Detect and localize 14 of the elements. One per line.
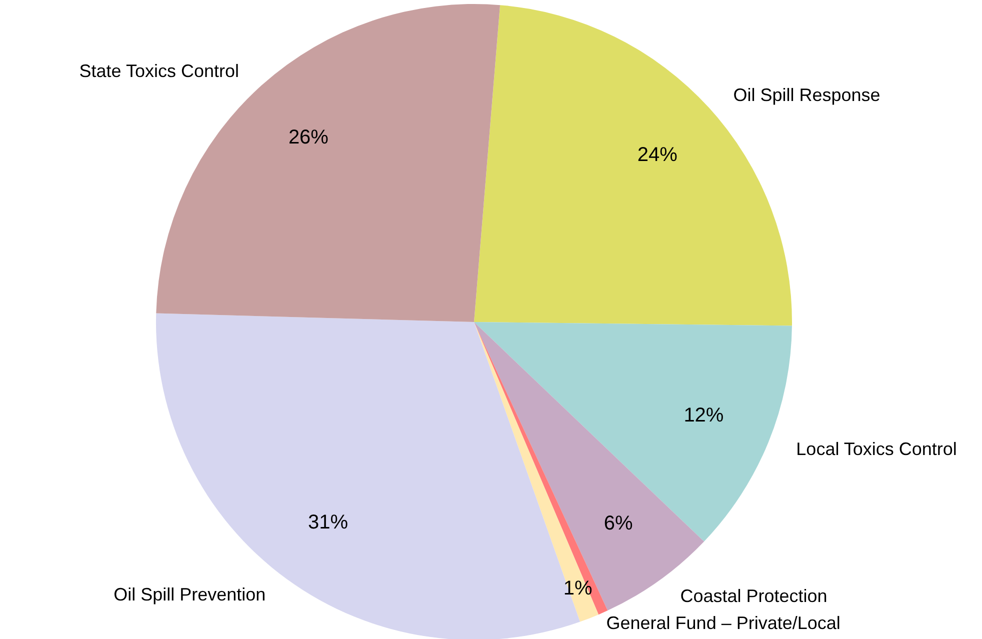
data-label: 6%: [604, 512, 634, 535]
slice-label: General Fund – Private/Local: [606, 613, 840, 633]
slice-label: Local Toxics Control: [796, 439, 957, 460]
data-label: 26%: [288, 126, 329, 148]
pie-slice: [474, 5, 792, 326]
slice-label: Oil Spill Prevention: [114, 584, 266, 605]
data-label: 31%: [308, 512, 348, 534]
slice-label: Oil Spill Response: [733, 85, 880, 106]
data-label: 1%: [563, 578, 592, 600]
slice-label: Coastal Protection: [680, 586, 828, 606]
data-label: 24%: [637, 144, 678, 166]
pie-slice: [474, 322, 792, 542]
data-label: 12%: [684, 404, 724, 427]
slice-label: State Toxics Control: [79, 60, 240, 81]
